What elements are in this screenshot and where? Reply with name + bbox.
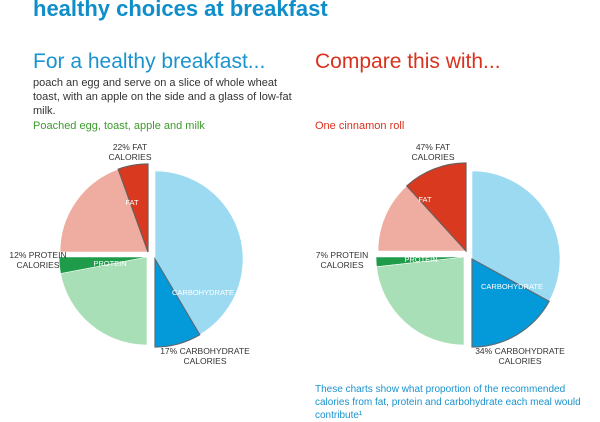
callout-fat: 47% FAT CALORIES xyxy=(412,142,455,162)
protein-slice xyxy=(58,256,148,274)
carbohydrate-remaining-slice xyxy=(154,170,244,336)
carbohydrate-slice xyxy=(471,257,550,348)
left-heading: For a healthy breakfast... xyxy=(33,50,266,73)
left-chart-title: Poached egg, toast, apple and milk xyxy=(33,120,205,132)
protein-label: PROTEIN xyxy=(93,259,126,268)
protein-remaining-slice xyxy=(60,256,148,346)
callout-protein: 12% PROTEIN CALORIES xyxy=(9,250,66,270)
fat-remaining-slice xyxy=(377,185,467,252)
carbohydrate-label: CARBOHYDRATE xyxy=(481,282,543,291)
protein-remaining-slice xyxy=(376,256,465,346)
fat-remaining-slice xyxy=(59,168,149,253)
right-heading: Compare this with... xyxy=(315,50,501,73)
pie-charts: FAT PROTEIN CARBOHYDRATE 22% FAT CALORIES 12%… xyxy=(9,142,565,366)
protein-slice xyxy=(375,256,465,267)
callout-carbohydrate: 17% CARBOHYDRATE CALORIES xyxy=(160,346,250,366)
callout-fat: 22% FAT CALORIES xyxy=(109,142,152,162)
left-pie-chart: FAT PROTEIN CARBOHYDRATE 22% FAT CALORIES 12%… xyxy=(9,142,250,366)
footnote: These charts show what proportion of the… xyxy=(315,384,581,421)
carbohydrate-remaining-slice xyxy=(471,170,561,302)
carbohydrate-slice xyxy=(154,256,201,348)
right-chart-title: One cinnamon roll xyxy=(315,120,405,132)
fat-label: FAT xyxy=(418,195,432,204)
callout-carbohydrate: 34% CARBOHYDRATE CALORIES xyxy=(475,346,565,366)
callout-protein: 7% PROTEIN CALORIES xyxy=(316,250,368,270)
intro-text: poach an egg and serve on a slice of who… xyxy=(33,77,292,117)
fat-label: FAT xyxy=(125,198,139,207)
fat-slice xyxy=(117,163,149,253)
carbohydrate-label: CARBOHYDRATE xyxy=(172,288,234,297)
protein-label: PROTEIN xyxy=(404,255,437,264)
fat-slice xyxy=(405,162,467,253)
page-title: healthy choices at breakfast xyxy=(33,0,328,21)
right-pie-chart: FAT PROTEIN CARBOHYDRATE 47% FAT CALORIES 7% … xyxy=(316,142,565,366)
